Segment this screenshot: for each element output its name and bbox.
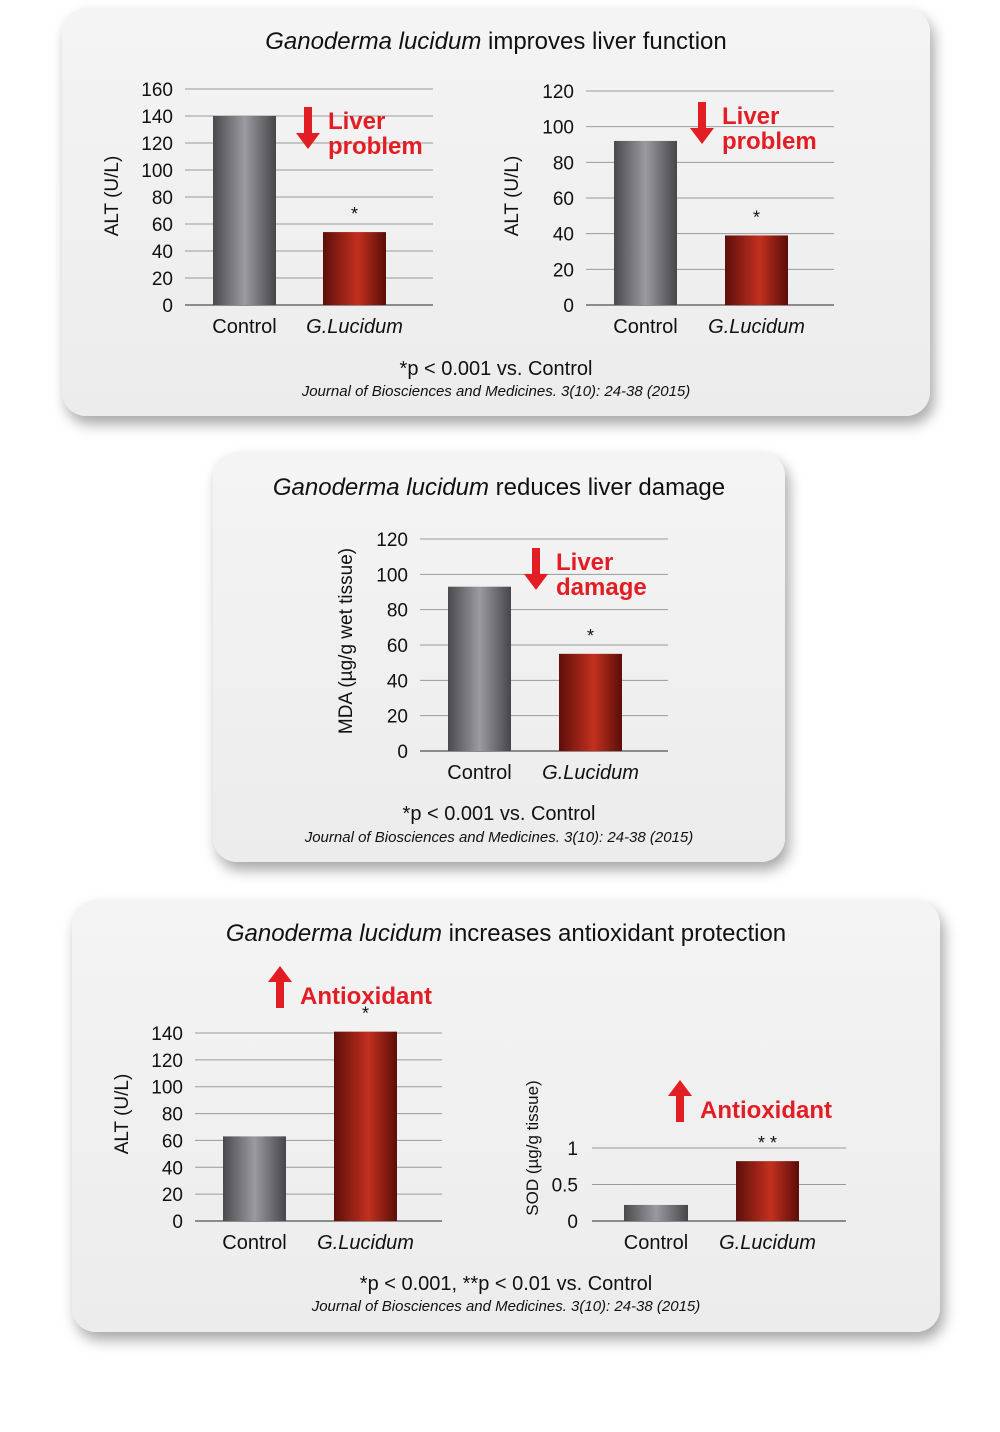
significance-mark: *	[587, 626, 594, 646]
y-tick-label: 0	[172, 1212, 183, 1233]
x-category-label: G.Lucidum	[719, 1232, 816, 1254]
panel-title-italic: Ganoderma lucidum	[265, 28, 482, 55]
y-tick-label: 20	[553, 260, 574, 281]
y-tick-label: 20	[162, 1185, 183, 1206]
bar-control	[213, 116, 276, 305]
bar-g-lucidum	[334, 1031, 397, 1221]
y-tick-label: 60	[162, 1131, 183, 1152]
annotation-text: damage	[556, 574, 647, 601]
panel-title: Ganoderma lucidum increases antioxidant …	[72, 920, 940, 948]
panel-title-rest: reduces liver damage	[488, 474, 726, 501]
y-tick-label: 120	[141, 134, 173, 155]
y-axis-label: ALT (U/L)	[102, 156, 123, 237]
annotation-text: problem	[722, 128, 817, 155]
y-tick-label: 100	[376, 565, 408, 586]
y-tick-label: 60	[553, 189, 574, 210]
bar-g-lucidum	[736, 1161, 799, 1221]
y-tick-label: 100	[542, 118, 574, 139]
annotation-text: problem	[328, 133, 423, 160]
x-category-label: Control	[222, 1232, 286, 1254]
y-tick-label: 0	[567, 1212, 578, 1233]
y-tick-label: 80	[152, 188, 173, 209]
y-tick-label: 80	[387, 601, 408, 622]
liver-function-panel: Ganoderma lucidum improves liver functio…	[62, 8, 930, 416]
bar-g-lucidum	[559, 653, 622, 751]
y-tick-label: 140	[151, 1024, 183, 1045]
bar-g-lucidum	[323, 232, 386, 305]
panel-title-rest: improves liver function	[481, 28, 727, 55]
x-category-label: G.Lucidum	[542, 762, 639, 784]
y-tick-label: 100	[141, 161, 173, 182]
bar-control	[223, 1136, 286, 1221]
y-tick-label: 40	[162, 1158, 183, 1179]
y-tick-label: 40	[152, 242, 173, 263]
bar-control	[624, 1204, 688, 1221]
y-tick-label: 0.5	[552, 1176, 578, 1197]
x-category-label: Control	[624, 1232, 688, 1254]
panel-title-italic: Ganoderma lucidum	[225, 920, 442, 947]
significance-mark: *	[351, 204, 358, 224]
y-tick-label: 60	[387, 636, 408, 657]
x-category-label: G.Lucidum	[708, 316, 805, 338]
y-tick-label: 60	[152, 215, 173, 236]
y-tick-label: 0	[162, 296, 173, 317]
arrow-up-icon	[668, 1080, 692, 1122]
footnote: *p < 0.001 vs. Control	[399, 358, 593, 380]
significance-mark: *	[362, 1004, 369, 1024]
footnote: *p < 0.001, **p < 0.01 vs. Control	[359, 1273, 653, 1295]
x-category-label: Control	[212, 316, 276, 338]
y-tick-label: 100	[151, 1078, 183, 1099]
y-tick-label: 20	[152, 269, 173, 290]
footnote: *p < 0.001 vs. Control	[402, 803, 596, 825]
x-category-label: G.Lucidum	[317, 1232, 414, 1254]
y-tick-label: 120	[376, 530, 408, 551]
arrow-down-icon	[524, 548, 548, 590]
bar-g-lucidum	[725, 235, 788, 305]
x-category-label: Control	[447, 762, 511, 784]
y-tick-label: 160	[141, 80, 173, 101]
annotation-text: Antioxidant	[300, 983, 432, 1010]
arrow-up-icon	[268, 966, 292, 1008]
y-axis-label: ALT (U/L)	[112, 1074, 133, 1155]
bar-control	[448, 586, 511, 751]
significance-mark: * *	[758, 1133, 777, 1153]
citation: Journal of Biosciences and Medicines. 3(…	[304, 829, 694, 846]
x-category-label: Control	[613, 316, 677, 338]
bar-control	[614, 140, 677, 305]
panel-title-rest: increases antioxidant protection	[441, 920, 787, 947]
annotation-text: Antioxidant	[700, 1097, 832, 1124]
y-tick-label: 80	[553, 153, 574, 174]
panel-title: Ganoderma lucidum reduces liver damage	[213, 474, 785, 502]
panel-title: Ganoderma lucidum improves liver functio…	[62, 28, 930, 56]
y-tick-label: 40	[553, 225, 574, 246]
y-axis-label: ALT (U/L)	[502, 156, 523, 237]
citation: Journal of Biosciences and Medicines. 3(…	[301, 383, 691, 400]
antioxidant-panel: Ganoderma lucidum increases antioxidant …	[72, 900, 940, 1332]
y-tick-label: 1	[567, 1139, 578, 1160]
y-tick-label: 0	[563, 296, 574, 317]
arrow-down-icon	[690, 102, 714, 144]
significance-mark: *	[753, 207, 760, 227]
citation: Journal of Biosciences and Medicines. 3(…	[311, 1298, 701, 1315]
y-axis-label: MDA (µg/g wet tissue)	[336, 548, 357, 734]
y-tick-label: 140	[141, 107, 173, 128]
annotation-text: Liver	[556, 549, 613, 576]
arrow-down-icon	[296, 107, 320, 149]
y-tick-label: 0	[397, 742, 408, 763]
annotation-text: Liver	[722, 103, 779, 130]
y-tick-label: 20	[387, 707, 408, 728]
panel-title-italic: Ganoderma lucidum	[272, 474, 489, 501]
y-axis-label: SOD (µg/g tissue)	[523, 1080, 542, 1215]
y-tick-label: 80	[162, 1105, 183, 1126]
y-tick-label: 40	[387, 671, 408, 692]
annotation-text: Liver	[328, 108, 385, 135]
y-tick-label: 120	[542, 82, 574, 103]
y-tick-label: 120	[151, 1051, 183, 1072]
x-category-label: G.Lucidum	[306, 316, 403, 338]
